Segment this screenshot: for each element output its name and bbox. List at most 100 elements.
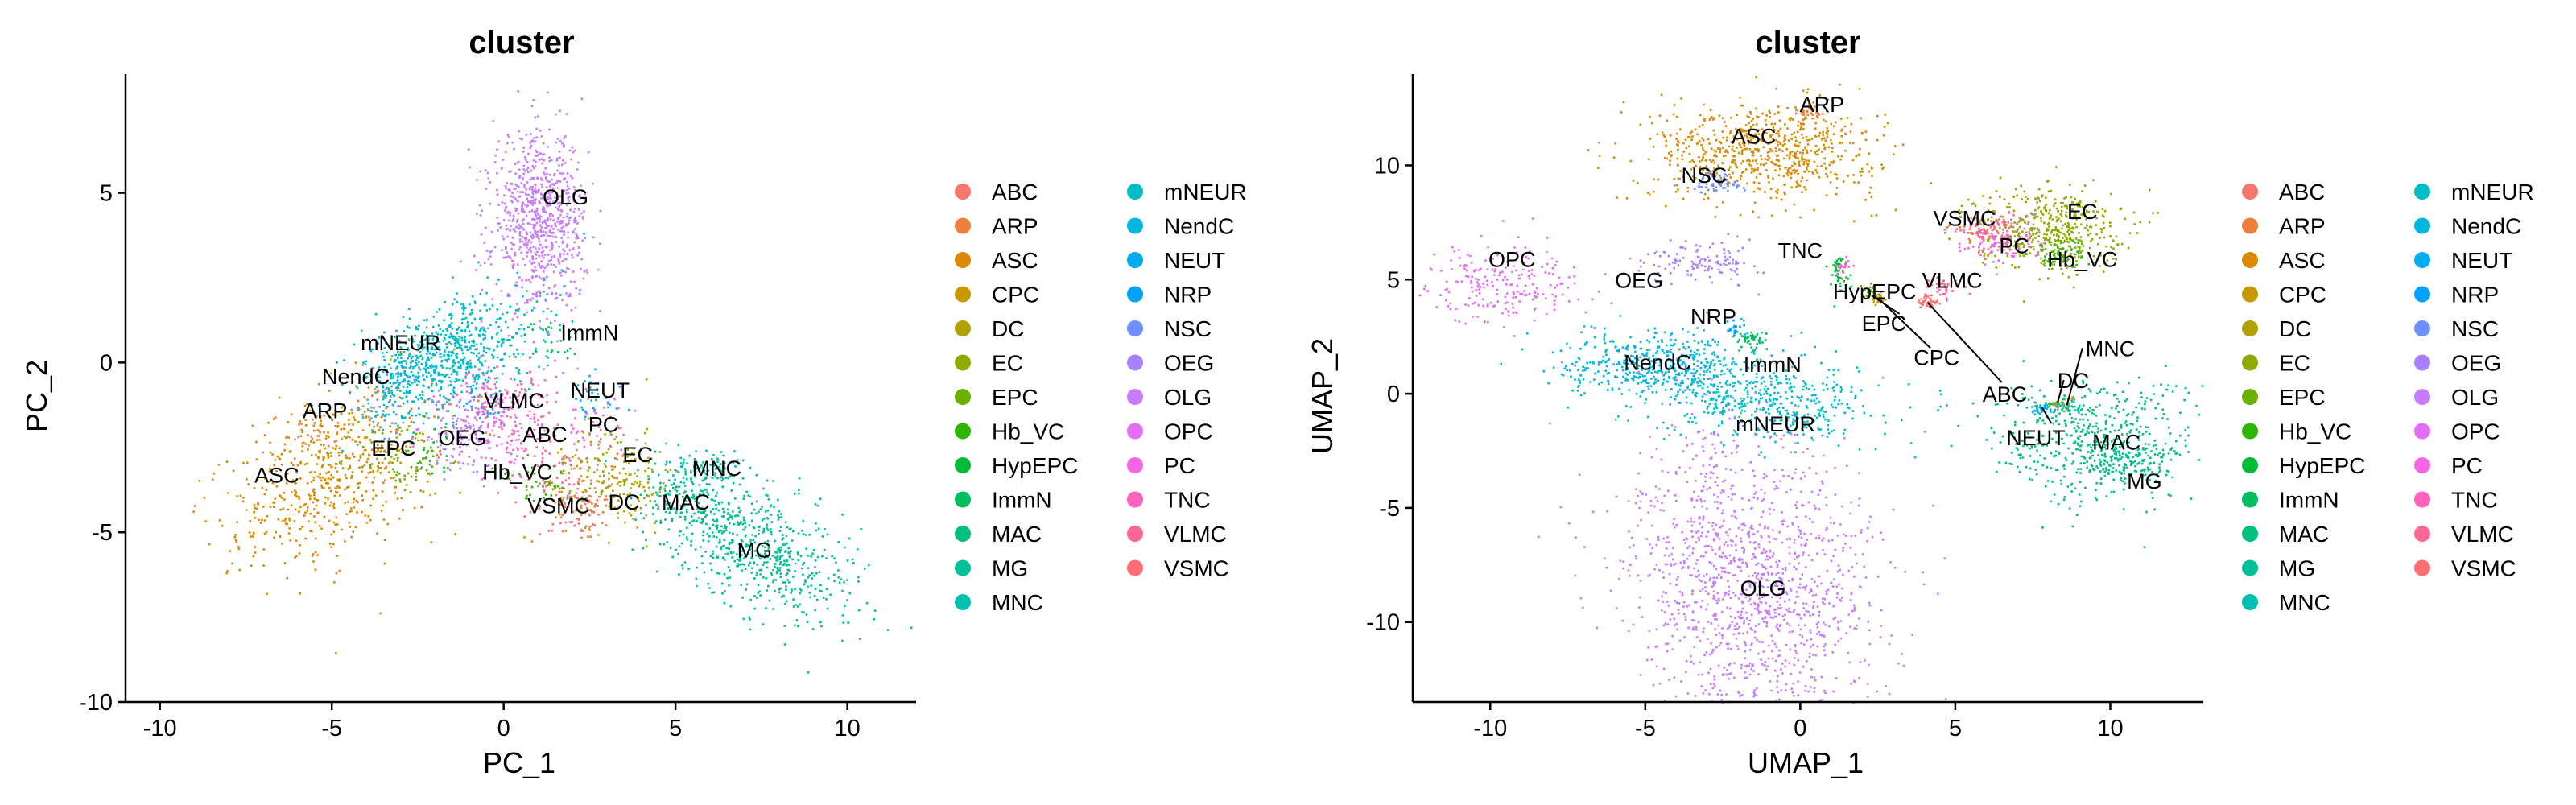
cluster-label: EC: [2067, 200, 2098, 224]
x-tick-label: -5: [1635, 716, 1656, 741]
pca-x-axis-title: PC_1: [483, 746, 555, 779]
legend-swatch-HypEPC: [2242, 457, 2258, 473]
cluster-label: PC: [588, 412, 619, 436]
legend-swatch-MNC: [955, 594, 971, 610]
legend-swatch-MNC: [2242, 594, 2258, 610]
leader-line: [1926, 301, 2003, 383]
legend-swatch-mNEUR: [1127, 184, 1143, 200]
legend-label-OPC: OPC: [1164, 419, 1213, 444]
legend-label-ImmN: ImmN: [992, 488, 1052, 513]
legend-swatch-NRP: [2414, 286, 2430, 303]
legend-label-NendC: NendC: [1164, 214, 1234, 239]
cluster-label: ARP: [1800, 93, 1845, 117]
x-tick-label: -5: [321, 716, 342, 741]
legend-label-HypEPC: HypEPC: [2279, 453, 2365, 478]
legend-swatch-ARP: [2242, 217, 2258, 234]
legend-label-ASC: ASC: [992, 248, 1038, 273]
cluster-points-OPC: [1418, 217, 1607, 337]
legend-label-NRP: NRP: [2451, 283, 2499, 308]
legend-swatch-EPC: [955, 389, 971, 405]
legend-label-ABC: ABC: [2279, 180, 2326, 204]
cluster-points-mNEUR: [311, 233, 585, 452]
legend-label-ImmN: ImmN: [2279, 488, 2339, 513]
x-tick-label: -10: [143, 716, 177, 741]
legend-swatch-NendC: [2414, 217, 2430, 234]
x-tick-label: 5: [669, 716, 682, 741]
legend-swatch-MAC: [2242, 526, 2258, 542]
cluster-label: TNC: [1778, 238, 1823, 262]
umap-legend: ABC ARP ASC CPC DC EC EPC Hb_VC HypEPC ImmN MAC MG M…: [2242, 180, 2534, 615]
cluster-label: NEUT: [2006, 426, 2066, 450]
legend-swatch-ARP: [955, 217, 971, 234]
cluster-label: MG: [737, 538, 773, 562]
cluster-label: CPC: [1913, 346, 1959, 370]
cluster-points-MNC: [2041, 397, 2085, 415]
legend-label-MG: MG: [992, 556, 1028, 581]
legend-label-NSC: NSC: [2451, 316, 2499, 341]
legend-swatch-DC: [2242, 320, 2258, 336]
cluster-label: EPC: [371, 436, 416, 460]
legend-label-MAC: MAC: [2279, 522, 2329, 547]
legend-label-mNEUR: mNEUR: [2451, 180, 2534, 204]
cluster-label: NSC: [1681, 163, 1727, 188]
legend-swatch-OPC: [2414, 423, 2430, 440]
x-tick-label: 5: [1949, 716, 1962, 741]
cluster-label: VSMC: [1933, 207, 1996, 231]
cluster-points-MG: [566, 444, 913, 674]
cluster-label: Hb_VC: [482, 460, 552, 484]
cluster-label: ImmN: [1744, 353, 1802, 377]
cluster-label: ImmN: [560, 320, 618, 345]
legend-swatch-OPC: [1127, 423, 1143, 440]
legend-label-DC: DC: [2279, 316, 2311, 341]
x-tick-label: 0: [1794, 716, 1806, 741]
legend-label-NSC: NSC: [1164, 316, 1212, 341]
cluster-label: MAC: [2092, 431, 2140, 455]
legend-label-NEUT: NEUT: [2451, 248, 2512, 273]
cluster-label: VLMC: [484, 389, 544, 413]
leader-line: [1876, 297, 1931, 349]
legend-label-OLG: OLG: [1164, 385, 1212, 410]
cluster-label: ASC: [1732, 125, 1777, 149]
umap-x-axis-title: UMAP_1: [1748, 746, 1864, 779]
legend-swatch-ImmN: [955, 491, 971, 508]
cluster-points-ASC: [1587, 76, 1905, 223]
y-tick-label: -5: [92, 520, 113, 546]
legend-label-NRP: NRP: [1164, 283, 1212, 308]
pca-title: cluster: [469, 25, 574, 60]
cluster-points-VLMC: [1924, 276, 1971, 303]
cluster-points-NendC: [336, 336, 456, 424]
cluster-label: Hb_VC: [2047, 248, 2117, 272]
legend-swatch-ABC: [955, 184, 971, 200]
legend-swatch-Hb_VC: [955, 423, 971, 440]
x-tick-label: 0: [497, 716, 510, 741]
umap-title: cluster: [1755, 25, 1860, 60]
pca-legend: ABC ARP ASC CPC DC EC EPC Hb_VC HypEPC ImmN MAC MG M…: [955, 180, 1247, 615]
cluster-points-NRP: [1726, 319, 1746, 336]
legend-swatch-VSMC: [1127, 559, 1143, 576]
cluster-label: HypEPC: [1833, 279, 1917, 303]
cluster-label: mNEUR: [361, 331, 440, 355]
legend-swatch-NEUT: [1127, 252, 1143, 268]
legend-label-ARP: ARP: [992, 214, 1038, 239]
cluster-label: ABC: [1983, 382, 2028, 407]
x-tick-label: -10: [1473, 716, 1507, 741]
legend-swatch-OLG: [2414, 389, 2430, 405]
legend-swatch-MG: [955, 559, 971, 576]
y-tick-label: 0: [1387, 382, 1400, 407]
legend-label-MNC: MNC: [992, 590, 1043, 615]
cluster-label: DC: [609, 490, 640, 514]
legend-label-PC: PC: [1164, 453, 1195, 478]
legend-swatch-VLMC: [1127, 526, 1143, 542]
legend-label-VSMC: VSMC: [2451, 556, 2516, 581]
cluster-label: OEG: [1615, 268, 1663, 292]
legend-swatch-TNC: [2414, 491, 2430, 508]
legend-swatch-ASC: [955, 252, 971, 268]
cluster-points-PC: [1954, 211, 2046, 276]
legend-label-EC: EC: [992, 351, 1023, 376]
x-tick-label: 10: [2097, 716, 2123, 741]
cluster-points-OLG: [460, 90, 602, 374]
legend-swatch-OEG: [1127, 354, 1143, 371]
pca-points: [192, 90, 913, 674]
